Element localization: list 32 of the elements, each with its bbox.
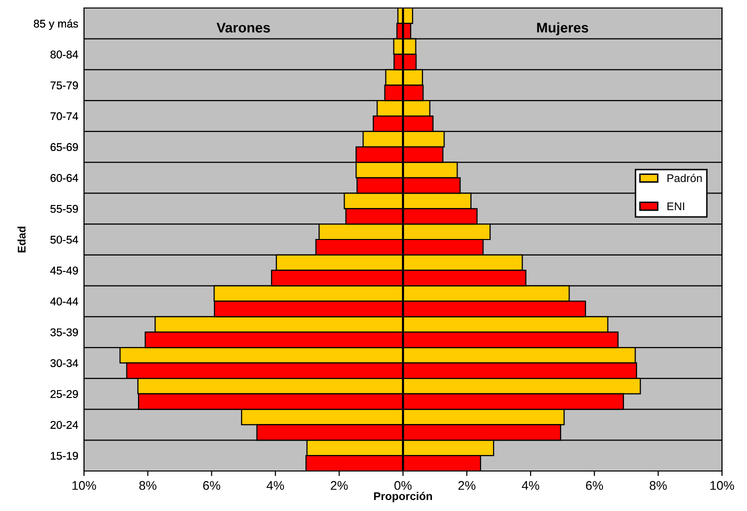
y-tick-label: 15-19: [50, 452, 78, 460]
x-tick-label: 10%: [72, 481, 96, 490]
y-tick-label: 55-59: [50, 204, 78, 213]
y-tick-label: 50-54: [50, 236, 78, 244]
x-tick-label: 2%: [458, 481, 476, 490]
x-tick-label: 6%: [586, 481, 603, 490]
y-tick-label: 70-74: [50, 112, 78, 120]
x-tick-label: 2%: [330, 481, 348, 490]
legend-label: ENI: [668, 202, 684, 210]
x-axis-title: Proporción: [374, 492, 432, 502]
y-tick-label: 35-39: [50, 328, 78, 336]
y-tick-label: 45-49: [50, 266, 78, 274]
annotation: Mujeres: [537, 22, 588, 36]
y-tick-label: 25-29: [50, 390, 78, 398]
x-tick-label: 8%: [650, 481, 667, 490]
y-tick-label: 20-24: [50, 420, 78, 429]
x-tick-label: 4%: [266, 481, 284, 490]
y-tick-label: 40-44: [50, 298, 78, 306]
x-tick-label: 8%: [139, 481, 156, 490]
x-tick-label: 4%: [522, 481, 540, 490]
x-tick-label: 10%: [710, 481, 734, 490]
y-tick-label: 85 y más: [34, 19, 78, 30]
y-tick-label: 60-64: [50, 174, 78, 182]
x-tick-label: 0%: [394, 481, 412, 490]
legend-label: Padrón: [668, 174, 702, 182]
y-tick-label: 65-69: [50, 143, 78, 152]
y-tick-label: 30-34: [50, 359, 78, 368]
y-tick-label: 75-79: [50, 81, 78, 90]
x-tick-label: 6%: [203, 481, 220, 490]
y-axis-title: Edad: [17, 226, 26, 252]
annotation: Varones: [216, 22, 270, 33]
y-tick-label: 80-84: [50, 50, 78, 58]
